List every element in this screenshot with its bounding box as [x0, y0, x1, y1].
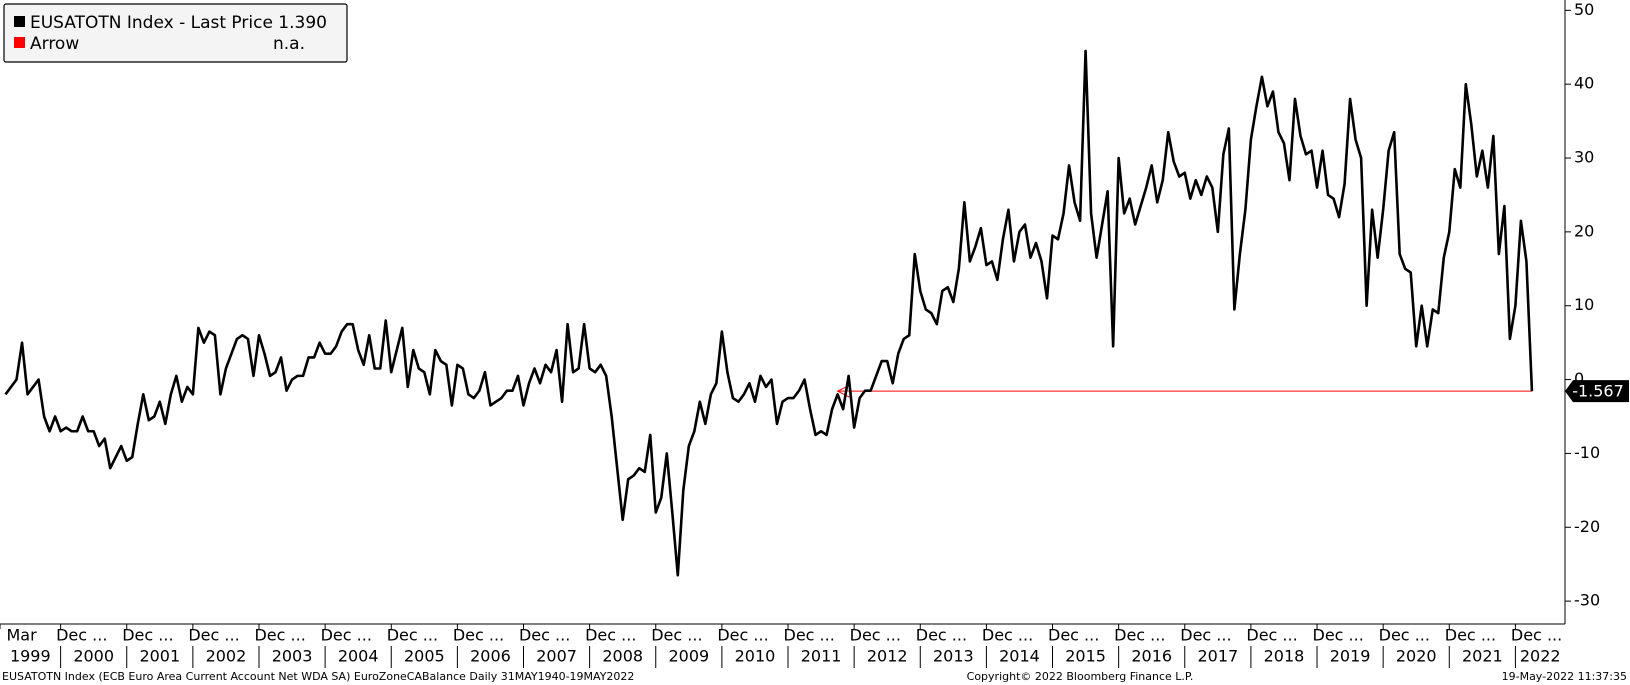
y-tick-label: -10 [1574, 443, 1600, 462]
x-year-label: 2006 [470, 647, 511, 666]
x-month-label: Dec ... [122, 626, 173, 645]
price-line [4, 49, 1534, 577]
x-year-label: 2020 [1396, 647, 1437, 666]
y-tick-label: 40 [1574, 74, 1594, 93]
legend-swatch [14, 16, 25, 27]
footer-copyright: Copyright© 2022 Bloomberg Finance L.P. [967, 670, 1194, 683]
y-tick-label: -20 [1574, 517, 1600, 536]
x-year-label: 2003 [272, 647, 313, 666]
x-month-label: Dec ... [1114, 626, 1165, 645]
x-year-label: 2012 [867, 647, 908, 666]
x-year-label: 2011 [801, 647, 842, 666]
x-year-label: 2002 [206, 647, 247, 666]
y-tick-label: 20 [1574, 221, 1594, 240]
x-year-label: 2010 [735, 647, 776, 666]
footer-source: EUSATOTN Index (ECB Euro Area Current Ac… [2, 670, 634, 683]
last-value-tag [1565, 380, 1629, 403]
legend-label: Arrow [30, 34, 79, 54]
legend-box [3, 3, 348, 63]
x-year-label: 2001 [139, 647, 180, 666]
x-month-label: Mar [7, 626, 38, 645]
y-tick-label: 30 [1574, 148, 1594, 167]
legend-label: EUSATOTN Index - Last Price 1.390 [30, 13, 327, 33]
x-month-label: Dec ... [651, 626, 702, 645]
x-year-label: 1999 [10, 647, 51, 666]
x-year-label: 2017 [1197, 647, 1238, 666]
x-month-label: Dec ... [188, 626, 239, 645]
x-year-label: 2014 [999, 647, 1040, 666]
x-month-label: Dec ... [321, 626, 372, 645]
x-year-label: 2008 [602, 647, 643, 666]
x-year-label: 2021 [1462, 647, 1503, 666]
x-month-label: Dec ... [1048, 626, 1099, 645]
x-year-label: 2013 [933, 647, 974, 666]
last-value-label: -1.567 [1572, 382, 1624, 401]
x-month-label: Dec ... [1511, 626, 1562, 645]
y-tick-label: -30 [1574, 591, 1600, 610]
x-month-label: Dec ... [387, 626, 438, 645]
x-year-label: 2015 [1065, 647, 1106, 666]
y-tick-label: 50 [1574, 0, 1594, 19]
x-month-label: Dec ... [1445, 626, 1496, 645]
x-month-label: Dec ... [1313, 626, 1364, 645]
x-month-label: Dec ... [453, 626, 504, 645]
x-month-label: Dec ... [1246, 626, 1297, 645]
x-month-label: Dec ... [916, 626, 967, 645]
x-year-label: 2005 [404, 647, 445, 666]
x-month-label: Dec ... [56, 626, 107, 645]
y-tick-label: 10 [1574, 295, 1594, 314]
x-month-label: Dec ... [850, 626, 901, 645]
legend-value: n.a. [273, 34, 305, 54]
x-month-label: Dec ... [717, 626, 768, 645]
x-year-label: 2009 [668, 647, 709, 666]
x-year-label: 2016 [1131, 647, 1172, 666]
x-year-label: 2004 [338, 647, 379, 666]
x-month-label: Dec ... [585, 626, 636, 645]
x-month-label: Dec ... [982, 626, 1033, 645]
y-tick-label: 0 [1574, 369, 1584, 388]
legend-swatch [14, 37, 25, 48]
x-year-label: 2019 [1330, 647, 1371, 666]
footer-date: 19-May-2022 11:37:35 [1502, 670, 1627, 683]
x-month-label: Dec ... [784, 626, 835, 645]
x-month-label: Dec ... [1180, 626, 1231, 645]
x-month-label: Dec ... [254, 626, 305, 645]
x-year-label: 2022 [1520, 647, 1561, 666]
x-month-label: Dec ... [1379, 626, 1430, 645]
x-year-label: 2007 [536, 647, 577, 666]
x-year-label: 2000 [73, 647, 114, 666]
x-month-label: Dec ... [519, 626, 570, 645]
x-year-label: 2018 [1264, 647, 1305, 666]
